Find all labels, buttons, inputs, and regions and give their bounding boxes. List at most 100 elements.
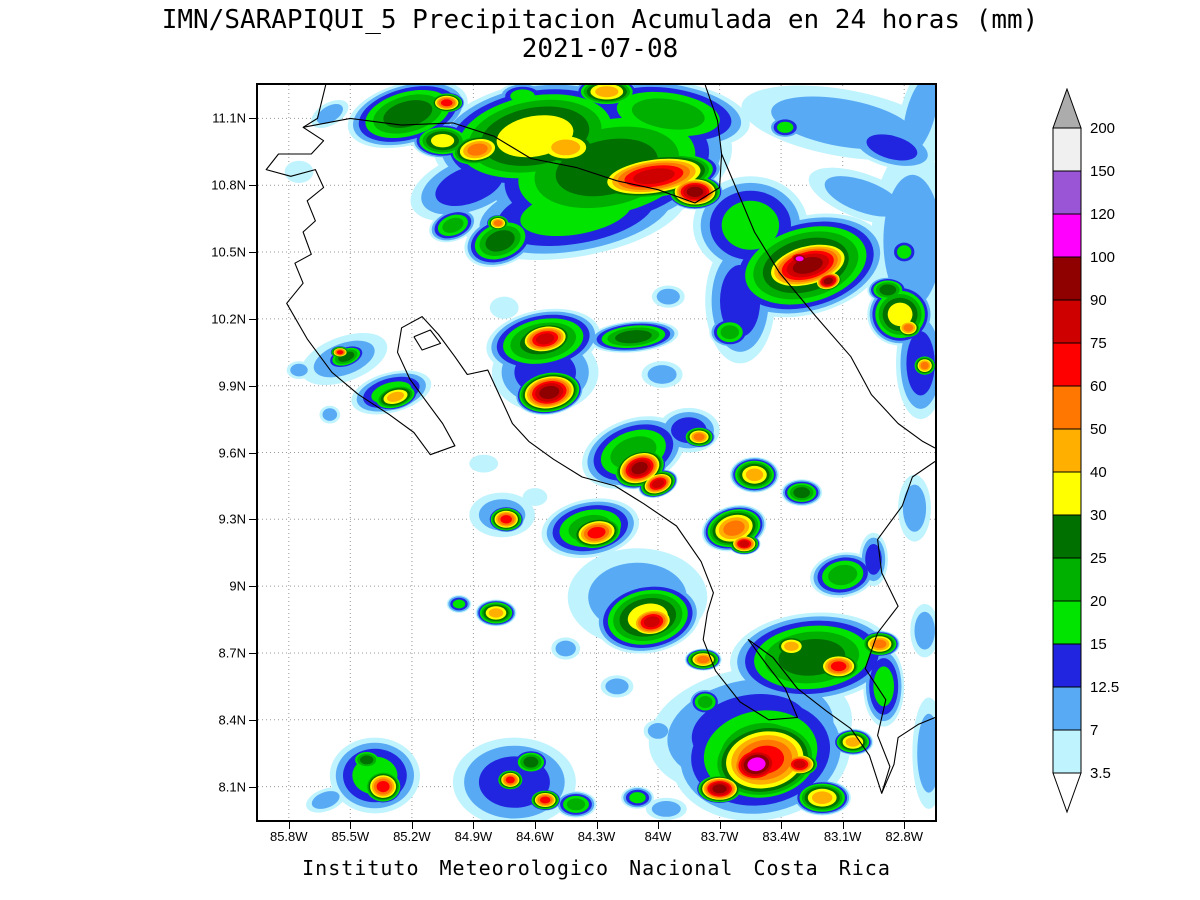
- x-tick-label: 82.8W: [885, 829, 924, 844]
- precip-cell: [793, 487, 811, 499]
- precip-cell: [795, 256, 804, 262]
- precip-cell: [566, 798, 586, 811]
- x-tick-mark: [781, 822, 783, 829]
- precip-cell: [697, 696, 713, 708]
- y-tick-mark: [249, 252, 256, 254]
- coastline: [265, 85, 935, 794]
- x-tick-label: 85.2W: [393, 829, 431, 844]
- precip-cell: [920, 361, 929, 370]
- colorbar-legend: 3.5 7 12.5 15 20 25 30 40 50 60 75 90 100 120 150 200: [1052, 88, 1119, 814]
- y-tick-label: 10.2N: [211, 311, 246, 327]
- precip-cell: [489, 296, 519, 319]
- map-frame: [256, 83, 937, 822]
- precip-cell: [793, 760, 806, 769]
- colorbar-tick-label: 200: [1090, 120, 1115, 137]
- precip-cell: [902, 484, 927, 532]
- x-tick-label: 84W: [644, 829, 672, 844]
- precip-cell: [431, 134, 455, 148]
- x-tick-label: 85.8W: [269, 829, 308, 844]
- precip-cell: [387, 391, 404, 402]
- y-tick-mark: [249, 318, 256, 320]
- precip-cell: [440, 99, 453, 107]
- precip-cell: [510, 89, 535, 103]
- y-tick-mark: [249, 586, 256, 588]
- precip-cell: [555, 640, 576, 657]
- precip-cell: [812, 791, 833, 804]
- precip-cell: [633, 168, 675, 185]
- x-tick-mark: [719, 822, 721, 829]
- precip-cell: [828, 564, 858, 586]
- colorbar-band: [1052, 213, 1082, 258]
- colorbar-band: [1052, 342, 1082, 387]
- colorbar-tick-label: 60: [1090, 378, 1107, 395]
- precip-cell: [435, 164, 504, 207]
- precip-cell: [723, 520, 745, 536]
- precip-cell: [311, 791, 340, 809]
- colorbar-tick-label: 120: [1090, 206, 1115, 223]
- precip-cell: [605, 678, 629, 695]
- precip-cell: [522, 488, 548, 506]
- y-tick-label: 8.4N: [218, 712, 246, 728]
- precipitation-map-svg: [258, 85, 935, 820]
- colorbar-band: [1052, 471, 1082, 516]
- colorbar-band: [1052, 428, 1082, 473]
- precip-cell: [866, 134, 918, 161]
- y-tick-label: 9N: [229, 578, 246, 594]
- colorbar-tick-label: 90: [1090, 292, 1107, 309]
- colorbar-band: [1052, 299, 1082, 344]
- coastline: [302, 117, 723, 204]
- precip-cell: [652, 479, 664, 489]
- precip-cell: [887, 302, 913, 327]
- colorbar-over-arrow: [1052, 88, 1082, 129]
- colorbar-band: [1052, 170, 1082, 215]
- y-tick-mark: [249, 118, 256, 120]
- colorbar-band: [1052, 127, 1082, 172]
- colorbar-tick-label: 150: [1090, 163, 1115, 180]
- precip-cell: [830, 661, 847, 672]
- colorbar-tick-label: 30: [1090, 507, 1107, 524]
- chart-title: IMN/SARAPIQUI_5 Precipitacion Acumulada …: [161, 5, 1039, 35]
- precip-cell: [442, 217, 464, 233]
- precip-cell: [824, 176, 902, 217]
- precip-cell: [712, 784, 727, 794]
- colorbar-tick-label: 75: [1090, 335, 1107, 352]
- y-tick-mark: [249, 185, 256, 187]
- precip-cell: [897, 245, 912, 259]
- precip-cell: [587, 526, 606, 539]
- precip-cell: [656, 288, 680, 305]
- precip-cell: [631, 461, 648, 475]
- colorbar-tick-label: 40: [1090, 464, 1107, 481]
- precip-cell: [784, 641, 799, 651]
- precip-cell: [469, 454, 499, 473]
- y-tick-label: 9.6N: [218, 445, 246, 460]
- precip-cell: [777, 121, 794, 133]
- precip-cell: [539, 385, 560, 399]
- colorbar-tick-label: 3.5: [1090, 765, 1111, 782]
- precip-cell: [290, 363, 308, 377]
- precip-cell: [823, 277, 833, 285]
- precip-cell: [914, 611, 935, 650]
- precip-cell: [535, 333, 555, 345]
- colorbar-band: [1052, 256, 1082, 301]
- precip-cell: [523, 756, 539, 768]
- x-tick-label: 84.6W: [516, 829, 554, 844]
- precip-cell: [452, 599, 466, 609]
- colorbar-tick-label: 12.5: [1090, 679, 1119, 696]
- precip-cell: [917, 713, 935, 793]
- coastline: [704, 85, 935, 449]
- colorbar-tick-label: 20: [1090, 593, 1107, 610]
- precip-cell: [488, 608, 504, 618]
- colorbar-tick-label: 100: [1090, 249, 1115, 266]
- x-tick-mark: [534, 822, 536, 829]
- coastline: [864, 460, 935, 794]
- precip-cell: [720, 325, 739, 340]
- precip-cell: [467, 143, 488, 156]
- precip-cell: [647, 723, 669, 739]
- y-tick-label: 11.1N: [212, 110, 246, 126]
- x-tick-mark: [350, 822, 352, 829]
- x-tick-label: 83.1W: [823, 829, 862, 844]
- precip-cell: [903, 85, 935, 153]
- y-tick-label: 9.9N: [218, 378, 246, 394]
- y-tick-mark: [249, 652, 256, 654]
